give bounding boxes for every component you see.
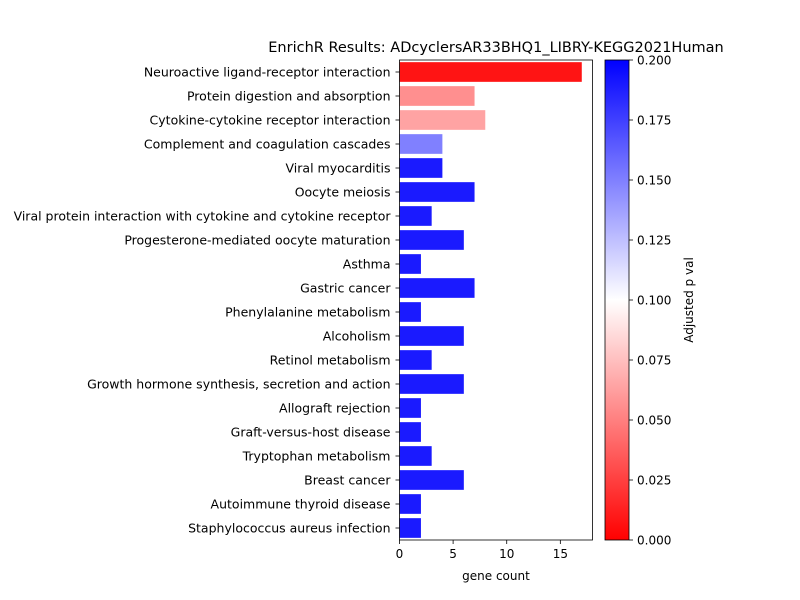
category-label: Alcoholism [323,329,391,344]
x-tick-label: 10 [499,547,514,561]
colorbar-tick-label: 0.175 [637,114,671,128]
category-label: Retinol metabolism [270,353,391,368]
colorbar-tick-label: 0.075 [637,354,671,368]
bar [399,134,443,154]
category-labels: Neuroactive ligand-receptor interaction P… [14,65,400,536]
category-label: Graft-versus-host disease [231,425,391,440]
bar [399,302,421,322]
plot-frame [399,59,593,541]
category-label: Phenylalanine metabolism [225,305,390,320]
bar [399,494,421,514]
bar [399,518,421,538]
category-label: Gastric cancer [300,281,391,296]
x-tick-label: 5 [449,547,457,561]
bar [399,350,432,370]
category-label: Oocyte meiosis [295,185,391,200]
bar [399,182,475,202]
x-tick-label: 0 [396,547,404,561]
category-label: Complement and coagulation cascades [144,137,391,152]
category-label: Cytokine-cytokine receptor interaction [150,113,391,128]
bar-group [399,62,582,538]
category-label: Neuroactive ligand-receptor interaction [144,65,391,80]
colorbar-tick-label: 0.000 [637,534,671,548]
colorbar-tick-label: 0.150 [637,174,671,188]
bar [399,86,475,106]
bar [399,230,464,250]
colorbar-tick-label: 0.100 [637,294,671,308]
bar [399,446,432,466]
bar [399,278,475,298]
bar [399,398,421,418]
category-label: Tryptophan metabolism [242,449,391,464]
bar [399,158,443,178]
bar [399,422,421,442]
category-label: Asthma [343,257,391,272]
x-axis-label: gene count [462,569,530,583]
bar [399,206,432,226]
x-tick-label: 15 [553,547,568,561]
colorbar-tick-label: 0.125 [637,234,671,248]
chart-title: EnrichR Results: ADcyclersAR33BHQ1_LIBRY… [268,40,723,56]
category-label: Breast cancer [304,473,391,488]
category-label: Protein digestion and absorption [187,89,391,104]
colorbar-tick-label: 0.025 [637,474,671,488]
x-axis: 0 5 10 15 [396,540,568,561]
bar [399,110,486,130]
bar [399,374,464,394]
category-label: Allograft rejection [279,401,390,416]
colorbar-ticks: 0.000 0.025 0.050 0.075 0.100 0.125 0.150 0.175… [629,54,671,548]
category-label: Staphylococcus aureus infection [188,521,390,536]
colorbar-tick-label: 0.200 [637,54,671,68]
category-label: Autoimmune thyroid disease [211,497,391,512]
bar [399,470,464,490]
bar [399,326,464,346]
category-label: Growth hormone synthesis, secretion and … [87,377,390,392]
colorbar-tick-label: 0.050 [637,414,671,428]
category-label: Viral protein interaction with cytokine … [14,209,392,224]
category-label: Viral myocarditis [286,161,391,176]
colorbar: 0.000 0.025 0.050 0.075 0.100 0.125 0.150 0.175… [604,54,696,548]
bar [399,62,582,82]
category-label: Progesterone-mediated oocyte maturation [124,233,390,248]
colorbar-label: Adjusted p val [682,257,696,343]
bar [399,254,421,274]
colorbar-gradient [604,59,630,541]
